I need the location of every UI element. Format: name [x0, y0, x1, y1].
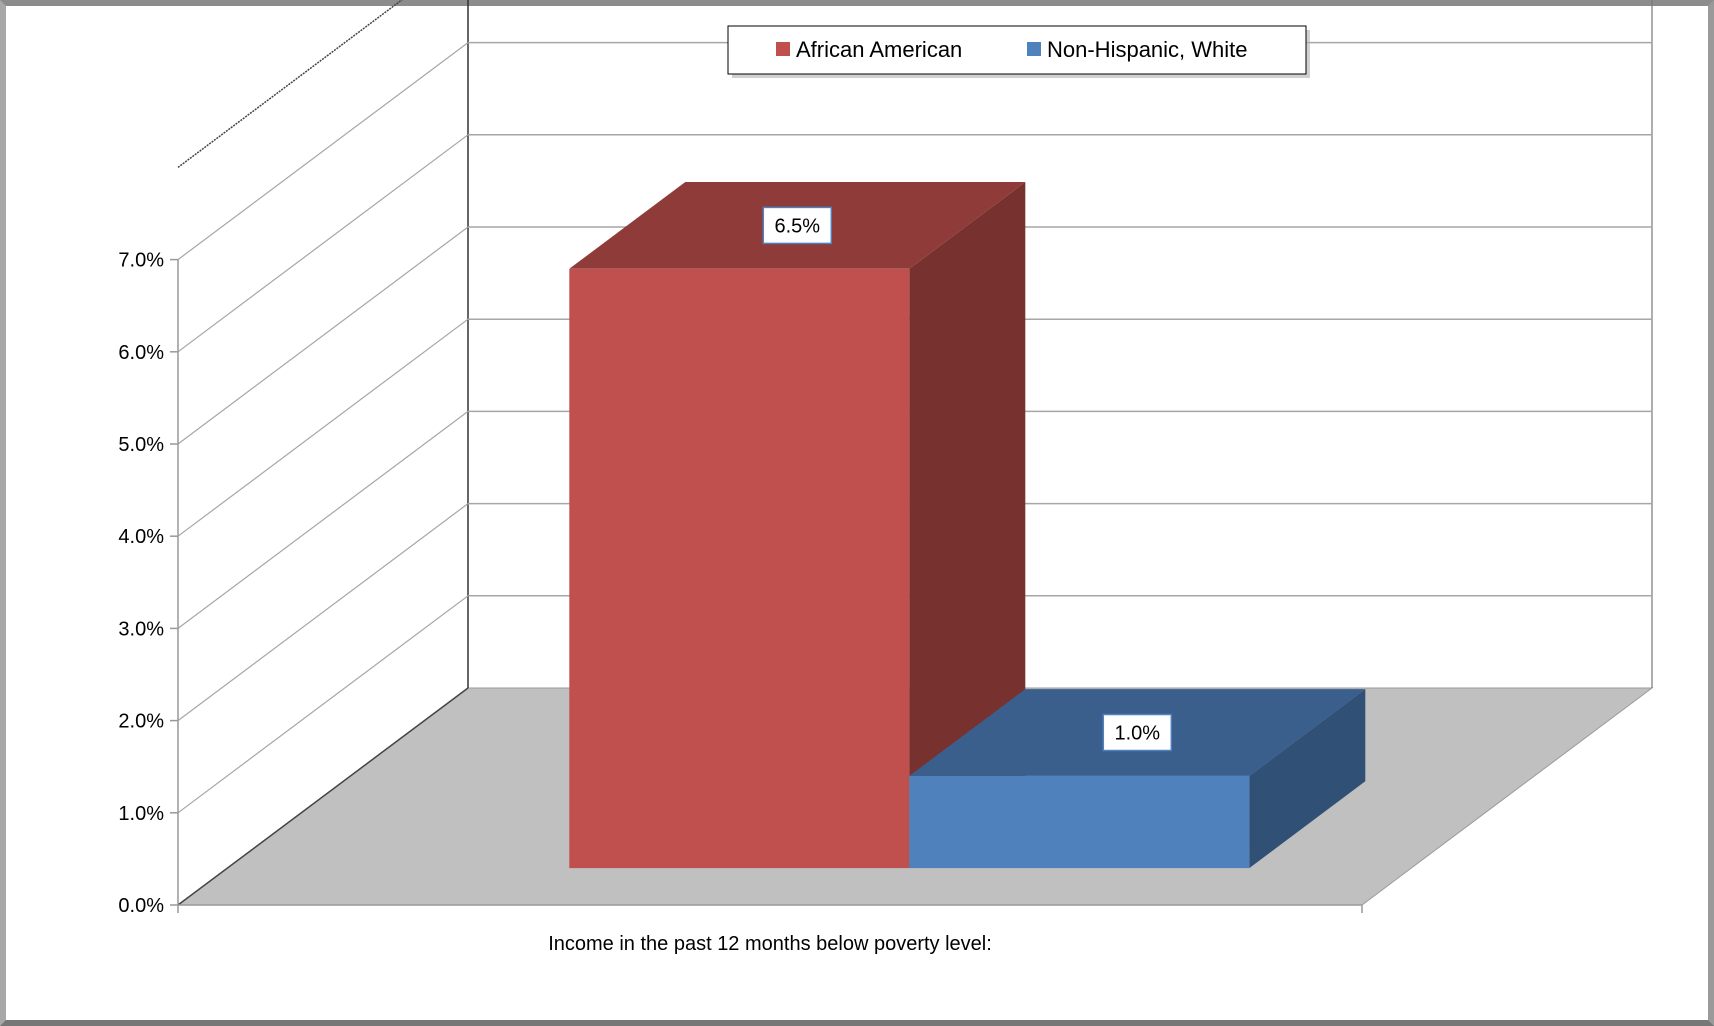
bar-front-face	[569, 268, 910, 869]
y-tick-label: 0.0%	[118, 895, 164, 917]
y-tick-label: 2.0%	[118, 711, 164, 733]
side-gridline	[177, 318, 469, 537]
data-label-box	[1102, 713, 1173, 752]
y-tick-label: 7.0%	[118, 250, 164, 272]
bar-african-american	[569, 182, 1026, 869]
data-label-text: 1.0%	[1115, 723, 1161, 745]
side-gridline	[177, 42, 469, 261]
y-tick-label: 1.0%	[118, 803, 164, 825]
bar-side-face	[909, 182, 1026, 869]
side-gridline	[177, 410, 469, 629]
y-tick-label: 6.0%	[118, 342, 164, 364]
x-axis-label: Income in the past 12 months below pover…	[548, 933, 992, 955]
bar-front-face	[909, 775, 1250, 869]
legend-label: African American	[796, 37, 962, 62]
legend-label: Non-Hispanic, White	[1047, 37, 1248, 62]
legend: African American Non-Hispanic, White	[727, 25, 1310, 78]
legend-item: African American	[776, 37, 962, 62]
data-label: 1.0%	[1102, 713, 1173, 752]
side-gridline	[177, 134, 469, 353]
legend-swatch	[1027, 42, 1041, 56]
y-tick-label: 4.0%	[118, 526, 164, 548]
data-label: 6.5%	[762, 206, 833, 245]
side-gridline	[177, 503, 469, 722]
legend-box	[727, 25, 1307, 75]
bars	[569, 182, 1366, 869]
side-gridline	[177, 226, 469, 445]
floor-left-edge	[177, 687, 469, 906]
side-gridline	[177, 0, 403, 169]
data-labels: 6.5% 1.0%	[762, 206, 1173, 752]
legend-item: Non-Hispanic, White	[1027, 37, 1248, 62]
y-tick-label: 3.0%	[118, 618, 164, 640]
data-label-box	[762, 206, 833, 245]
bar-side-face	[1249, 689, 1366, 869]
side-gridline	[177, 595, 469, 814]
data-label-text: 6.5%	[775, 215, 821, 237]
legend-swatch	[776, 42, 790, 56]
y-axis: 0.0% 1.0% 2.0% 3.0% 4.0% 5.0% 6.0% 7.0%	[118, 250, 1363, 917]
y-tick-label: 5.0%	[118, 434, 164, 456]
